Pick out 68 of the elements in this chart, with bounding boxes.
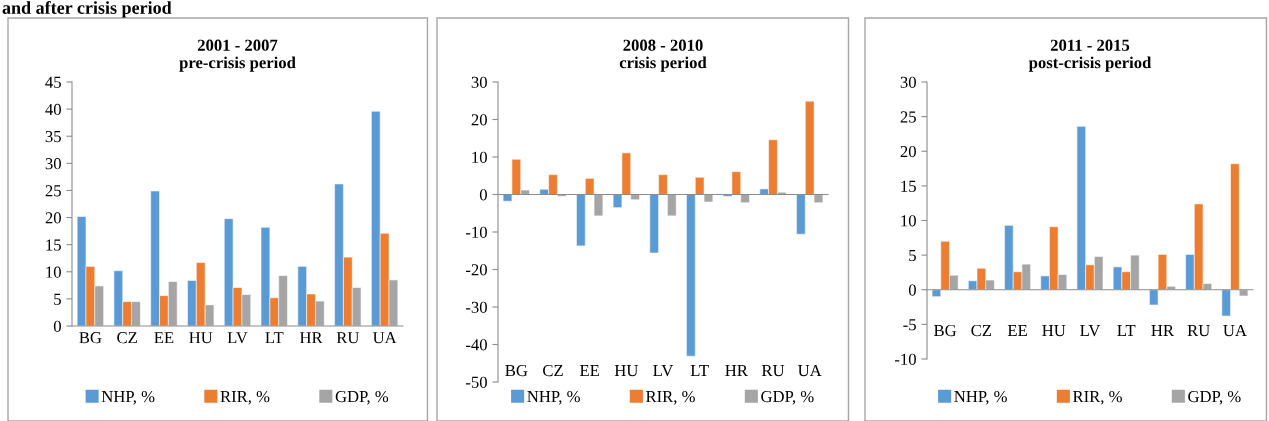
chart-title: 2008 - 2010 crisis period [619,39,707,72]
y-tick-label: 45 [45,76,61,88]
x-tick-label: LV [227,332,248,344]
y-tick-label: 25 [900,111,916,123]
y-tick-label: 5 [909,249,916,262]
y-tick-label: 40 [45,103,61,116]
y-tick-label: 0 [53,320,61,332]
x-tick-label: LT [265,332,284,344]
legend-label: NHP, % [954,390,1007,405]
y-tick-label: 10 [46,266,61,278]
y-tick-label: 25 [45,185,61,197]
legend-label: GDP, % [335,390,389,405]
legend-label: NHP, % [101,390,155,405]
y-tick-label: -50 [465,376,487,388]
y-tick-label: 30 [900,76,916,88]
legend-label: GDP, % [761,390,814,405]
y-tick-label: -30 [465,301,487,313]
x-tick-label: CZ [543,364,563,377]
y-tick-label: 30 [45,158,61,170]
x-tick-label: RU [761,365,785,377]
y-tick-label: 15 [901,180,916,192]
x-tick-label: HR [1151,325,1174,336]
y-tick-label: 10 [901,215,916,227]
x-tick-label: HU [614,365,639,377]
x-tick-label: HR [299,332,323,344]
y-tick-label: 10 [472,151,487,163]
y-tick-label: 15 [46,239,61,251]
chart-title: 2011 - 2015 post-crisis period [1028,39,1152,72]
x-tick-label: CZ [117,332,137,344]
y-tick-label: -10 [465,226,487,238]
chart-title: 2001 - 2007 pre-crisis period [179,39,296,72]
y-tick-label: -40 [465,339,487,351]
y-tick-label: 0 [908,284,916,296]
legend-label: RIR, % [645,390,695,405]
x-tick-label: HR [725,365,748,377]
text: and after crisis period [2,1,172,18]
y-tick-label: -20 [465,264,487,276]
y-tick-label: 20 [471,114,487,126]
legend-label: RIR, % [1072,390,1122,405]
y-tick-label: 0 [479,189,487,201]
x-tick-label: LT [690,365,709,377]
x-tick-label: EE [579,365,600,377]
y-tick-label: 20 [45,212,61,224]
x-tick-label: BG [934,324,957,337]
x-tick-label: UA [797,365,822,377]
y-tick-label: 20 [900,145,916,158]
x-tick-label: UA [372,332,397,344]
x-tick-label: CZ [971,324,992,337]
x-tick-label: BG [79,332,102,344]
y-tick-label: -5 [903,319,916,331]
y-tick-label: 35 [45,130,61,143]
legend-label: GDP, % [1188,390,1241,405]
legend-label: RIR, % [220,390,270,405]
x-tick-label: RU [336,332,360,344]
x-tick-label: LV [653,365,674,377]
x-tick-label: LT [1117,325,1136,336]
y-tick-label: 5 [54,293,61,305]
x-tick-label: BG [505,364,528,377]
x-tick-label: EE [154,332,174,344]
x-tick-label: LV [1080,325,1101,337]
y-tick-label: 30 [471,76,487,88]
x-tick-label: EE [1007,325,1027,336]
x-tick-label: HU [189,332,213,344]
y-tick-label: -10 [894,353,916,365]
x-tick-label: RU [1187,325,1210,337]
x-tick-label: UA [1223,324,1247,337]
x-tick-label: HU [1042,325,1066,337]
legend-label: NHP, % [527,390,580,405]
